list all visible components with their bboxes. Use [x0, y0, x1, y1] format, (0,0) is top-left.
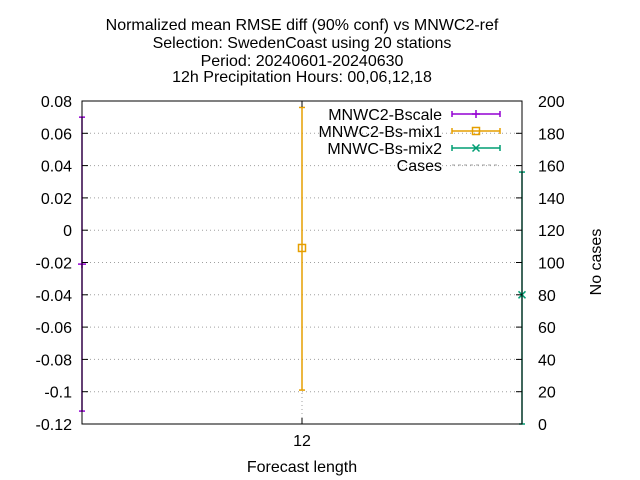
- legend-label: MNWC2-Bscale: [328, 107, 442, 124]
- y-tick-label: 0.02: [41, 191, 72, 208]
- y-tick-label: -0.02: [36, 256, 73, 273]
- legend-marker: [472, 110, 480, 118]
- y2-tick-label: 20: [538, 385, 556, 402]
- title-line-2: Selection: SwedenCoast using 20 stations: [153, 35, 452, 52]
- y2-tick-label: 160: [538, 159, 565, 176]
- y-tick-label: 0: [63, 223, 72, 240]
- y2-tick-label: 100: [538, 256, 565, 273]
- title-line-1: Normalized mean RMSE diff (90% conf) vs …: [106, 17, 499, 34]
- axes: 0.08 0.06 0.04 0.02 0 -0.02 -0.04 -0.06 -0.08 -0.…: [36, 94, 565, 450]
- y2-tick-label: 140: [538, 191, 565, 208]
- y2-tick-label: 40: [538, 352, 556, 369]
- y2-tick-label: 180: [538, 126, 565, 143]
- legend-label: MNWC2-Bs-mix1: [318, 124, 442, 141]
- y2-tick-label: 120: [538, 223, 565, 240]
- legend-item-mnwc2-bs-mix1: MNWC2-Bs-mix1: [318, 124, 501, 141]
- y-tick-label: -0.1: [44, 385, 72, 402]
- y2-tick-label: 0: [538, 417, 547, 434]
- y-tick-label: 0.06: [41, 126, 72, 143]
- legend-marker: [471, 126, 481, 136]
- y2-tick-label: 60: [538, 320, 556, 337]
- legend-marker: [471, 143, 481, 153]
- marker-stroke: [471, 143, 481, 153]
- x-axis-label: Forecast length: [247, 459, 357, 476]
- plot-area: [78, 106, 527, 425]
- legend-label: MNWC-Bs-mix2: [327, 141, 442, 158]
- legend-item-mnwc2-bscale: MNWC2-Bscale: [328, 107, 501, 124]
- y-tick-label: -0.08: [36, 352, 73, 369]
- chart-title: Normalized mean RMSE diff (90% conf) vs …: [106, 17, 499, 86]
- y2-axis-label: No cases: [588, 229, 605, 296]
- y-tick-label: -0.04: [36, 288, 73, 305]
- y-tick-label: 0.04: [41, 159, 72, 176]
- y2-tick-label: 200: [538, 94, 565, 111]
- y2-tick-label: 80: [538, 288, 556, 305]
- title-line-4: 12h Precipitation Hours: 00,06,12,18: [172, 69, 432, 86]
- y-tick-label: 0.08: [41, 94, 72, 111]
- legend-item-cases: Cases: [397, 158, 500, 175]
- legend-label: Cases: [397, 158, 442, 175]
- legend-item-mnwc-bs-mix2: MNWC-Bs-mix2: [327, 141, 501, 158]
- legend: MNWC2-BscaleMNWC2-Bs-mix1MNWC-Bs-mix2Cas…: [318, 107, 501, 175]
- y-tick-label: -0.12: [36, 417, 73, 434]
- x-tick-label: 12: [293, 433, 311, 450]
- y-tick-label: -0.06: [36, 320, 73, 337]
- data-point: [297, 243, 307, 253]
- title-line-3: Period: 20240601-20240630: [201, 53, 404, 70]
- series-mnwc2-bs-mix1: [297, 106, 307, 391]
